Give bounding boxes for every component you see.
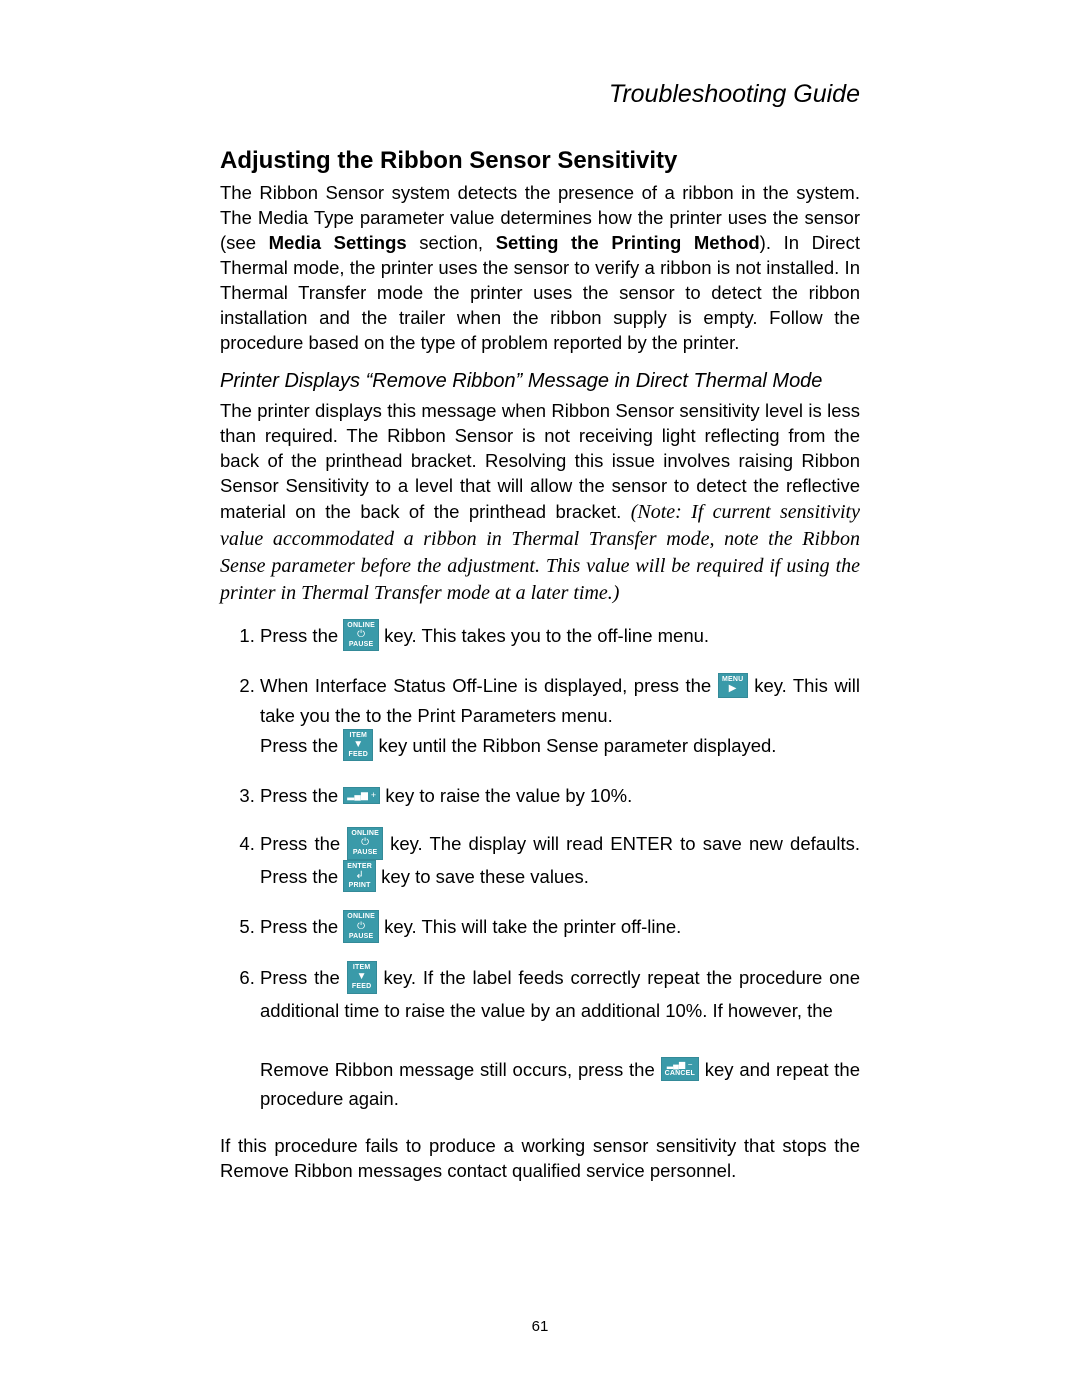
step-2-text-a: When: [260, 675, 315, 696]
step-4-text-a: Press the: [260, 833, 347, 854]
section-intro: The Ribbon Sensor system detects the pre…: [220, 181, 860, 356]
step-2-text-d: menu.: [556, 705, 613, 726]
key-mid: ↲: [347, 871, 372, 881]
step-2-text-e: Press the: [260, 735, 343, 756]
key-bot: CANCEL: [665, 1070, 695, 1077]
key-mid: ⏻: [347, 630, 375, 640]
key-mid: ▼: [351, 972, 373, 982]
intro-text-mid: section,: [407, 232, 496, 253]
intro-bold-2: Setting the Printing Method: [496, 232, 760, 253]
step-6: Press the ITEM ▼ FEED key. If the label …: [260, 963, 860, 1114]
key-mid: ▼: [347, 740, 369, 750]
step-3: Press the ▂▄▆ + key to raise the value b…: [260, 781, 860, 811]
key-top: MENU: [722, 676, 744, 683]
step-2-text-b: is displayed, press the: [518, 675, 718, 696]
step-6-term-1: Remove Ribbon: [260, 1059, 393, 1080]
key-bot: FEED: [347, 751, 369, 758]
key-top: ONLINE: [347, 622, 375, 629]
enter-print-key-icon: ENTER ↲ PRINT: [343, 860, 376, 893]
key-mid: ▂▄▆ +: [347, 791, 376, 800]
step-4-text-b: key. The display will read: [390, 833, 610, 854]
step-1: Press the ONLINE ⏻ PAUSE key. This takes…: [260, 621, 860, 654]
step-6-text-c: message still occurs, press the: [393, 1059, 660, 1080]
step-4-term-1: ENTER to save new defaults: [610, 833, 855, 854]
key-top: ONLINE: [351, 830, 379, 837]
step-5-text-b: key. This will take the printer off-line…: [384, 916, 681, 937]
subsection-paragraph: The printer displays this message when R…: [220, 399, 860, 607]
plus-key-icon: ▂▄▆ +: [343, 787, 380, 804]
cancel-key-icon: ▂▄▆ − CANCEL: [661, 1057, 699, 1080]
step-5: Press the ONLINE ⏻ PAUSE key. This will …: [260, 912, 860, 945]
step-3-text-b: key to raise the value by 10%.: [385, 785, 632, 806]
online-pause-key-icon: ONLINE ⏻ PAUSE: [343, 910, 379, 943]
step-2-term-2: Print Parameters: [417, 705, 556, 726]
key-top: ONLINE: [347, 913, 375, 920]
key-bot: PAUSE: [347, 933, 375, 940]
key-top: ENTER: [347, 863, 372, 870]
step-4: Press the ONLINE ⏻ PAUSE key. The displa…: [260, 829, 860, 894]
key-mid: ⏻: [347, 922, 375, 932]
key-top: ITEM: [351, 964, 373, 971]
key-bot: PRINT: [347, 882, 372, 889]
subsection-heading: Printer Displays “Remove Ribbon” Message…: [220, 370, 860, 393]
step-2-term-1: Interface Status Off-Line: [315, 675, 518, 696]
key-mid: ▶: [722, 684, 744, 694]
item-feed-key-icon: ITEM ▼ FEED: [343, 729, 373, 762]
step-1-text-b: key. This takes you to the off-line menu…: [384, 625, 709, 646]
item-feed-key-icon: ITEM ▼ FEED: [347, 961, 377, 994]
step-6-text-a: Press the: [260, 967, 347, 988]
key-mid: ▂▄▆ −: [665, 1061, 695, 1069]
step-2-text-g: parameter displayed.: [599, 735, 777, 756]
procedure-list: Press the ONLINE ⏻ PAUSE key. This takes…: [220, 621, 860, 1114]
closing-text-b: messages contact qualified service perso…: [353, 1160, 737, 1181]
online-pause-key-icon: ONLINE ⏻ PAUSE: [343, 619, 379, 652]
key-bot: FEED: [351, 983, 373, 990]
step-2-term-3: Ribbon Sense: [482, 735, 598, 756]
step-3-text-a: Press the: [260, 785, 343, 806]
step-5-text-a: Press the: [260, 916, 343, 937]
step-1-text-a: Press the: [260, 625, 343, 646]
section-heading: Adjusting the Ribbon Sensor Sensitivity: [220, 147, 860, 175]
step-4-text-d: key to save these values.: [381, 866, 589, 887]
menu-key-icon: MENU ▶: [718, 673, 748, 698]
online-pause-key-icon: ONLINE ⏻ PAUSE: [347, 827, 383, 860]
page-number: 61: [0, 1318, 1080, 1335]
closing-text-a: If this procedure fails to produce a wor…: [220, 1135, 860, 1156]
key-mid: ⏻: [351, 838, 379, 848]
step-2-text-f: key until the: [378, 735, 482, 756]
page-header-title: Troubleshooting Guide: [220, 80, 860, 109]
closing-term: Remove Ribbon: [220, 1160, 353, 1181]
document-page: Troubleshooting Guide Adjusting the Ribb…: [0, 0, 1080, 1397]
key-top: ITEM: [347, 732, 369, 739]
key-bot: PAUSE: [351, 849, 379, 856]
intro-bold-1: Media Settings: [269, 232, 407, 253]
step-2: When Interface Status Off-Line is displa…: [260, 671, 860, 763]
closing-paragraph: If this procedure fails to produce a wor…: [220, 1134, 860, 1184]
key-bot: PAUSE: [347, 641, 375, 648]
